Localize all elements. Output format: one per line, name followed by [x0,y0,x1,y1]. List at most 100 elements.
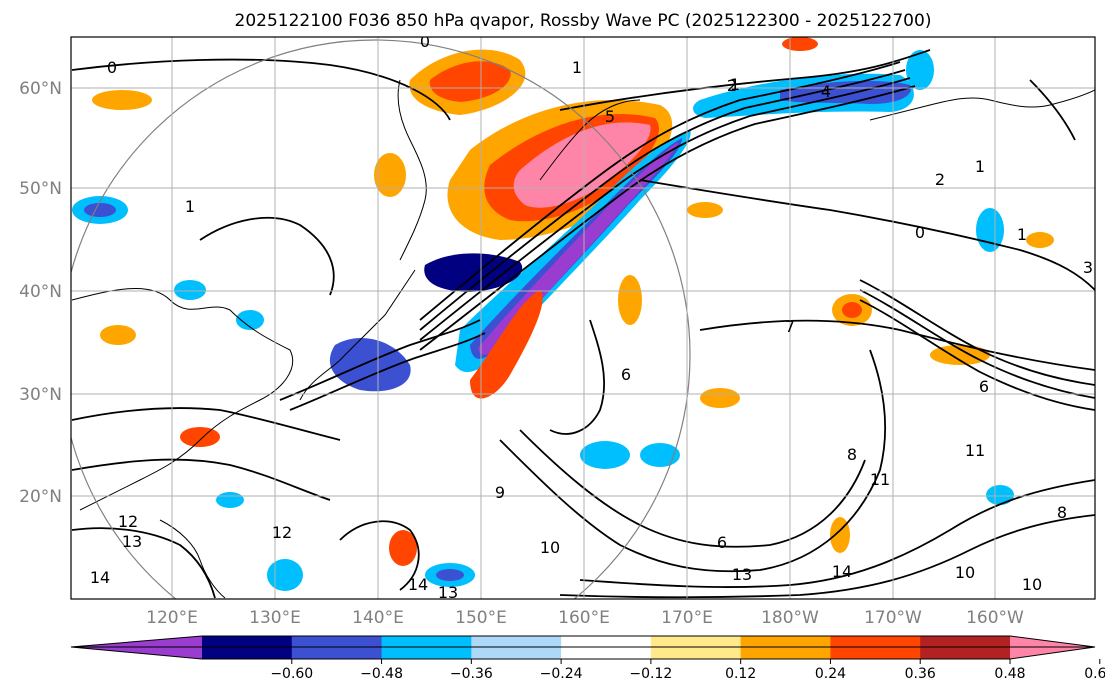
contour-line [559,514,1095,599]
longitude-tick-label: 150°E [455,608,507,628]
contour-line [579,479,1095,588]
longitude-tick-label: 160°E [558,608,610,628]
contour-value-label: 14 [90,568,110,587]
contour-line [71,58,451,121]
contour-value-label: 6 [621,365,631,384]
reference-circle [71,39,691,599]
contour-value-label: 6 [979,377,989,396]
negative-anomaly-region [174,280,206,300]
longitude-tick-label: 140°E [352,608,404,628]
contour-value-label: 1 [1017,225,1027,244]
contour-line [699,319,1095,371]
contour-line [71,527,216,599]
contour-value-label: 1 [730,75,740,94]
latitude-tick-label: 40°N [19,282,62,302]
gridlines [71,37,1095,599]
contour-value-label: 5 [605,107,615,126]
positive-anomaly-region [374,153,406,197]
contour-value-label: 8 [1057,503,1067,522]
positive-anomaly-region [389,530,417,566]
negative-anomaly-region [640,443,680,467]
longitude-tick-label: 170°E [661,608,713,628]
contour-value-label: 1 [185,197,195,216]
positive-anomaly-region [618,275,642,325]
colorbar-tick-label: −0.48 [360,666,403,682]
contour-line [639,179,1095,291]
longitude-tick-label: 120°E [146,608,198,628]
latitude-tick-label: 60°N [19,79,62,99]
colorbar-tick-label: 0.12 [725,666,756,682]
contour-value-label: 0 [420,32,430,51]
coastline [159,519,226,599]
contour-value-label: 14 [408,575,428,594]
map-frame [70,36,1096,600]
contour-value-label: 10 [955,563,975,582]
colorbar-tick-label: −0.12 [629,666,672,682]
contour-value-label: 1 [572,58,582,77]
negative-anomaly-region [424,253,523,292]
positive-anomaly-region [180,427,220,447]
negative-anomaly-region [236,310,264,330]
contour-value-label: 11 [870,470,890,489]
colorbar-tick-label: −0.60 [270,666,313,682]
positive-anomaly-region [842,302,862,318]
coastline [71,288,294,511]
longitude-tick-label: 130°E [249,608,301,628]
contour-line [289,332,486,411]
contour-lines [71,49,1095,599]
coastline [299,269,416,401]
contour-value-label: 0 [107,58,117,77]
longitude-tick-label: 180°W [761,608,819,628]
coastline [869,89,1095,121]
negative-anomaly-region [84,203,116,217]
contour-value-label: 0 [915,223,925,242]
negative-anomaly-region [267,559,303,591]
positive-anomaly-region [1026,232,1054,248]
contour-line [419,69,906,331]
contour-value-label: 13 [122,532,142,551]
negative-anomaly-region [906,50,934,90]
contour-value-label: 8 [847,445,857,464]
positive-anomaly-region [92,90,152,110]
contour-value-label: 13 [732,565,752,584]
positive-anomaly-region [782,37,818,51]
latitude-tick-label: 20°N [19,487,62,507]
negative-anomaly-region [329,337,411,392]
contour-value-label: 10 [540,538,560,557]
negative-anomaly-region [436,569,464,581]
negative-anomaly-region [216,492,244,508]
contour-line [859,289,1095,399]
contour-value-label: 2 [935,170,945,189]
colorbar-tick-label: 0.24 [815,666,846,682]
colorbar-tick-label: −0.24 [540,666,583,682]
latitude-tick-label: 30°N [19,385,62,405]
contour-value-label: 12 [272,523,292,542]
contour-line [419,85,916,351]
positive-anomaly-region [687,202,723,218]
contour-value-label: 6 [717,533,727,552]
coastlines [71,79,1095,599]
contour-line [339,520,420,591]
positive-anomaly-region [700,388,740,408]
contour-line [419,77,911,341]
contour-line [499,349,887,573]
contour-line [519,429,866,548]
colorbar-tick-label: 0.60 [1084,666,1105,682]
contour-line [1029,79,1076,141]
map-title: 2025122100 F036 850 hPa qvapor, Rossby W… [235,11,932,31]
positive-anomaly-region [470,290,543,399]
longitude-tick-label: 160°W [966,608,1024,628]
coastline [539,99,641,181]
contour-line [71,407,341,441]
contour-line [549,319,606,435]
coastline [397,79,427,261]
colorbar: −0.60 −0.48 −0.36 −0.24 −0.12 0.12 0.24 0.36 0.4… [70,635,1105,682]
colorbar-tick-label: 0.48 [994,666,1025,682]
negative-anomaly-region [986,485,1014,505]
contour-value-label: 12 [118,512,138,531]
contour-value-label: 10 [1022,575,1042,594]
contour-value-label: 2 [727,76,737,95]
contour-line [71,458,331,501]
contour-value-label: 7 [785,317,795,336]
